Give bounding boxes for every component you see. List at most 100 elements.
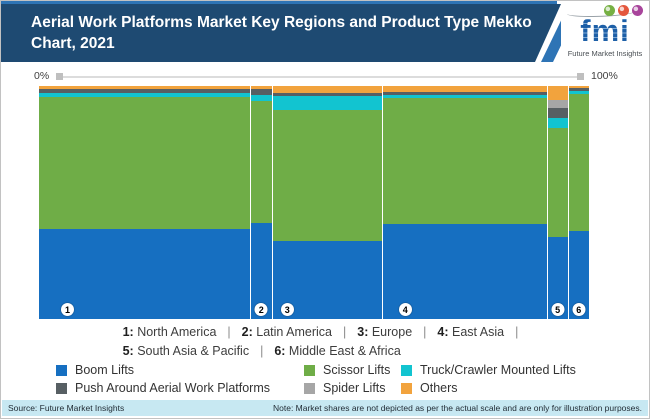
- region-key-number: 2:: [241, 325, 253, 339]
- legend-item-boom-lifts: Boom Lifts: [56, 363, 304, 377]
- header-background: [1, 4, 561, 62]
- segment-others: [250, 86, 272, 90]
- mekko-column-latin-america: 2: [250, 86, 273, 319]
- segment-scissor-lifts: [272, 109, 382, 241]
- chart-legend: Boom Lifts Scissor Lifts Truck/Crawler Mou…: [56, 363, 616, 395]
- segment-truck-crawler-mounted-lifts: [382, 95, 547, 99]
- region-key-number: 5:: [122, 343, 134, 358]
- fmi-logo: fmi Future Market Insights: [561, 1, 649, 68]
- scale-axis-line: [57, 76, 583, 78]
- logo-badge-purple-icon: [632, 5, 643, 16]
- legend-swatch-icon: [304, 364, 315, 376]
- source-text: Source: Future Market Insights: [8, 403, 125, 413]
- column-number-badge: 3: [280, 303, 294, 316]
- segment-truck-crawler-mounted-lifts: [547, 117, 568, 128]
- page-title: Aerial Work Platforms Market Key Regions…: [31, 14, 532, 52]
- segment-push-around-aerial-work-platforms: [39, 89, 250, 94]
- column-number-badge: 4: [398, 303, 412, 316]
- region-key-label-south-asia-pacific: South Asia & Pacific: [133, 343, 250, 358]
- segment-push-around-aerial-work-platforms: [272, 92, 382, 96]
- segment-truck-crawler-mounted-lifts: [39, 93, 250, 98]
- legend-label: Spider Lifts: [323, 381, 386, 395]
- region-key: 1: North America | 2: Latin America | 3: Eur…: [1, 323, 649, 361]
- legend-label: Boom Lifts: [75, 363, 135, 377]
- segment-boom-lifts: [568, 230, 589, 319]
- segment-spider-lifts: [547, 99, 568, 108]
- scale-handle-right: [577, 73, 584, 80]
- legend-label: Truck/Crawler Mounted Lifts: [420, 363, 576, 377]
- scale-handle-left: [56, 73, 63, 80]
- region-key-label-latin-america: Latin America: [252, 325, 332, 339]
- segment-push-around-aerial-work-platforms: [382, 92, 547, 96]
- legend-swatch-icon: [56, 364, 67, 376]
- region-key-number: 6:: [274, 343, 286, 358]
- footer-bar: Source: Future Market Insights Note: Mar…: [2, 400, 648, 416]
- region-key-separator: |: [343, 325, 347, 339]
- header: Aerial Work Platforms Market Key Regions…: [1, 1, 649, 69]
- region-key-separator: |: [515, 325, 519, 339]
- segment-push-around-aerial-work-platforms: [547, 107, 568, 118]
- scale-label-100: 100%: [591, 70, 618, 82]
- legend-item-spider-lifts: Spider Lifts: [304, 381, 401, 395]
- segment-others: [382, 86, 547, 93]
- segment-scissor-lifts: [39, 97, 250, 229]
- segment-boom-lifts: [547, 237, 568, 319]
- region-key-separator: |: [423, 325, 427, 339]
- segment-push-around-aerial-work-platforms: [568, 88, 589, 92]
- segment-push-around-aerial-work-platforms: [250, 89, 272, 96]
- mekko-column-middle-east-africa: 6: [568, 86, 589, 319]
- segment-boom-lifts: [39, 228, 250, 319]
- region-key-line-2: 5: South Asia & Pacific | 6: Middle East &…: [123, 342, 530, 361]
- region-key-label-north-america: North America: [133, 325, 217, 339]
- region-key-label-middle-east-africa: Middle East & Africa: [285, 343, 401, 358]
- header-top-accent-strip: [1, 1, 557, 4]
- region-key-separator: |: [227, 325, 231, 339]
- column-number-badge: 5: [551, 303, 565, 316]
- region-key-label-east-asia: East Asia: [448, 325, 505, 339]
- region-key-line-1: 1: North America | 2: Latin America | 3: Eur…: [123, 323, 530, 342]
- logo-badge-icons: [604, 5, 643, 16]
- legend-item-truck-crawler-mounted-lifts: Truck/Crawler Mounted Lifts: [401, 363, 616, 377]
- legend-label: Push Around Aerial Work Platforms: [75, 381, 270, 395]
- segment-scissor-lifts: [547, 127, 568, 238]
- column-number-badge: 1: [61, 303, 74, 316]
- region-key-number: 4:: [437, 325, 449, 339]
- column-number-badge: 2: [254, 303, 268, 316]
- column-number-badge: 6: [572, 303, 586, 316]
- segment-truck-crawler-mounted-lifts: [272, 96, 382, 110]
- region-key-number: 3:: [357, 325, 369, 339]
- region-key-number: 1:: [122, 325, 134, 339]
- segment-scissor-lifts: [382, 98, 547, 224]
- legend-swatch-icon: [401, 382, 412, 394]
- legend-label: Others: [420, 381, 458, 395]
- legend-swatch-icon: [304, 382, 315, 394]
- scale-label-0: 0%: [34, 70, 50, 82]
- legend-swatch-icon: [401, 364, 412, 376]
- logo-badge-green-icon: [604, 5, 615, 16]
- segment-others: [568, 86, 589, 89]
- segment-others: [547, 86, 568, 100]
- logo-tagline: Future Market Insights: [567, 49, 643, 58]
- segment-others: [272, 86, 382, 93]
- segment-boom-lifts: [250, 222, 272, 319]
- note-text: Note: Market shares are not depicted as …: [272, 403, 642, 413]
- legend-item-push-around-aerial-work-platforms: Push Around Aerial Work Platforms: [56, 381, 304, 395]
- region-key-separator: |: [260, 343, 264, 358]
- segment-others: [39, 86, 250, 90]
- legend-item-others: Others: [401, 381, 616, 395]
- mekko-column-europe: 3: [272, 86, 383, 319]
- mekko-column-south-asia-pacific: 5: [547, 86, 569, 319]
- legend-item-scissor-lifts: Scissor Lifts: [304, 363, 401, 377]
- mekko-column-east-asia: 4: [382, 86, 548, 319]
- logo-swoosh-icon: [567, 7, 637, 17]
- segment-boom-lifts: [382, 223, 547, 319]
- logo-badge-red-icon: [618, 5, 629, 16]
- segment-truck-crawler-mounted-lifts: [568, 91, 589, 95]
- segment-scissor-lifts: [568, 94, 589, 231]
- logo-wordmark: fmi: [561, 15, 649, 47]
- segment-scissor-lifts: [250, 101, 272, 223]
- legend-swatch-icon: [56, 382, 67, 394]
- legend-label: Scissor Lifts: [323, 363, 391, 377]
